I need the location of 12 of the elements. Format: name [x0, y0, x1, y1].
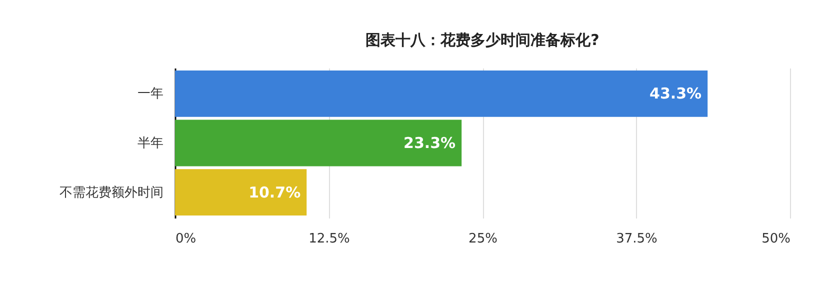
x-tick-label: 37.5% [616, 232, 658, 246]
x-tick-label: 50% [762, 232, 790, 246]
data-label: 10.7% [248, 183, 301, 202]
y-tick-label: 半年 [138, 136, 164, 151]
x-tick-label: 25% [468, 232, 498, 246]
x-tick-label: 0% [176, 232, 196, 246]
data-label: 43.3% [650, 84, 702, 103]
x-tick-label: 12.5% [308, 232, 350, 246]
data-label: 23.3% [404, 134, 456, 152]
y-tick-label: 一年 [138, 86, 164, 102]
y-tick-label: 不需花费额外时间 [60, 185, 164, 200]
chart-title: 图表十八：花费多少时间准备标化? [366, 31, 600, 49]
